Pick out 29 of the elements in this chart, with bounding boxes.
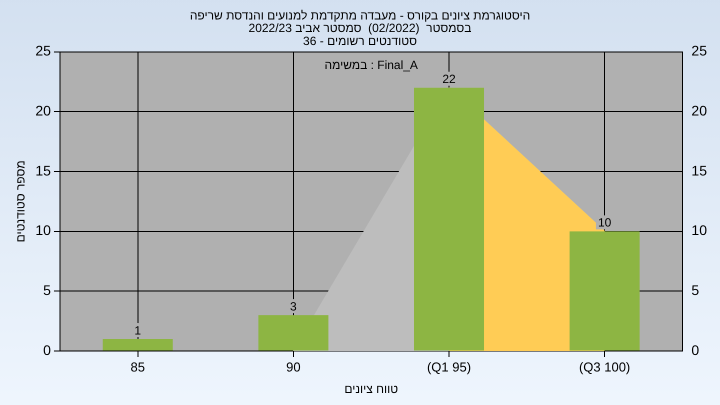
text: סטודנטים רשומים - 36 xyxy=(303,34,417,48)
y2-tick-label: 20 xyxy=(691,102,708,118)
y-axis-title: מספר סטודנטים xyxy=(14,160,28,242)
bar xyxy=(102,339,173,350)
data-label: 1 xyxy=(134,323,142,338)
y-tick-label: 5 xyxy=(43,282,52,298)
y-tick-label: 15 xyxy=(35,162,52,178)
x-tick-label: (Q3 100) xyxy=(578,359,630,374)
y-tick-label: 25 xyxy=(35,42,52,59)
text: בסמסטר (02/2022) סמסטר אביב 2022/23 xyxy=(248,21,472,36)
data-label: 10 xyxy=(598,216,612,230)
x-tick-label: (Q1 95) xyxy=(426,359,472,374)
y2-tick-label: 0 xyxy=(691,342,700,358)
text: היסטוגרמת ציונים בקורס - מעבדה מתקדמת למנועים והנדסת שריפה xyxy=(190,8,530,23)
annotation: Final_A : במשימה xyxy=(324,58,418,72)
y-tick-label: 0 xyxy=(43,342,52,358)
x-axis-title: טווח ציונים xyxy=(344,382,398,396)
y2-tick-label: 15 xyxy=(691,162,708,178)
y2-tick-label: 5 xyxy=(691,282,700,298)
bar xyxy=(258,315,328,350)
x-tick-label: 85 xyxy=(130,359,146,374)
bar xyxy=(570,231,640,350)
y2-tick-label: 25 xyxy=(691,42,708,59)
data-label: 22 xyxy=(442,72,456,86)
y-tick-label: 10 xyxy=(35,222,52,238)
data-label: 3 xyxy=(290,299,298,314)
x-tick-label: 90 xyxy=(286,359,301,374)
y2-tick-label: 10 xyxy=(691,222,708,238)
y-tick-label: 20 xyxy=(35,102,52,118)
